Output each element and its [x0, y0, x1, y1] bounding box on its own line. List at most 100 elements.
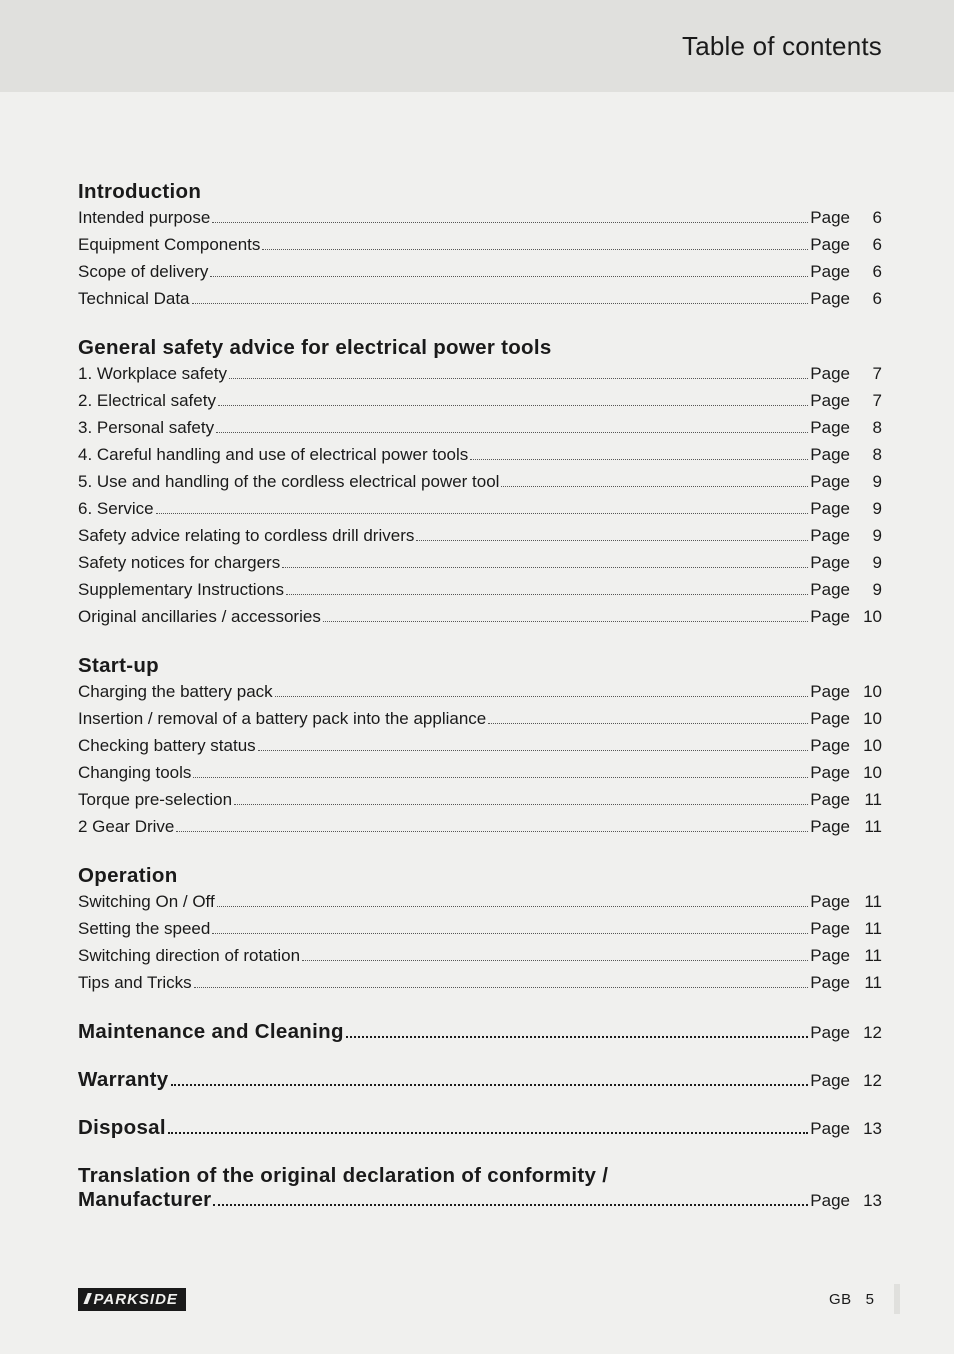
toc-item-label: Checking battery status — [78, 732, 256, 759]
toc-line: Scope of deliveryPage6 — [78, 258, 882, 285]
page-number: 12 — [856, 1071, 882, 1091]
page-word: Page — [810, 468, 850, 495]
page-word: Page — [810, 759, 850, 786]
toc-item-label: Safety advice relating to cordless drill… — [78, 522, 414, 549]
toc-item-label: Original ancillaries / accessories — [78, 603, 321, 630]
page-word: Page — [810, 414, 850, 441]
page-word: Page — [810, 231, 850, 258]
toc-line: Safety advice relating to cordless drill… — [78, 522, 882, 549]
leader-dots — [218, 405, 808, 406]
leader-dots — [488, 723, 808, 724]
footer-page: GB 5 — [829, 1284, 900, 1314]
leader-dots — [323, 621, 808, 622]
leader-dots — [217, 906, 809, 907]
leader-dots — [194, 987, 809, 988]
section-title: Maintenance and Cleaning — [78, 1020, 344, 1044]
page-word: Page — [810, 678, 850, 705]
toc-item-label: 2. Electrical safety — [78, 387, 216, 414]
page-word: Page — [810, 522, 850, 549]
toc-item-label: Equipment Components — [78, 231, 260, 258]
page-number: 8 — [856, 441, 882, 468]
page-number: 10 — [856, 759, 882, 786]
footer-tab-icon — [894, 1284, 900, 1314]
leader-dots — [262, 249, 808, 250]
section-title: Introduction — [78, 180, 882, 204]
toc-line: Switching direction of rotationPage11 — [78, 942, 882, 969]
page-number: 13 — [856, 1119, 882, 1139]
leader-dots — [302, 960, 808, 961]
page-word: Page — [810, 441, 850, 468]
toc-section: DisposalPage13 — [78, 1116, 882, 1140]
toc-line: 2. Electrical safetyPage7 — [78, 387, 882, 414]
leader-dots — [258, 750, 809, 751]
toc-section: Start-upCharging the battery packPage10I… — [78, 654, 882, 840]
toc-section: Maintenance and CleaningPage12 — [78, 1020, 882, 1044]
leader-dots — [192, 303, 809, 304]
toc-line: Setting the speedPage11 — [78, 915, 882, 942]
leader-dots — [212, 933, 808, 934]
brand-badge: /// PARKSIDE — [78, 1288, 186, 1311]
leader-dots — [234, 804, 808, 805]
toc-line: Intended purposePage6 — [78, 204, 882, 231]
toc-line: 3. Personal safety Page8 — [78, 414, 882, 441]
footer-page-number: 5 — [866, 1291, 874, 1308]
toc-item-label: Switching On / Off — [78, 888, 215, 915]
section-title-row: DisposalPage13 — [78, 1116, 882, 1140]
footer: /// PARKSIDE GB 5 — [0, 1284, 954, 1314]
toc-line: Equipment ComponentsPage6 — [78, 231, 882, 258]
toc-line: Torque pre-selectionPage11 — [78, 786, 882, 813]
section-title: Translation of the original declaration … — [78, 1164, 882, 1188]
page-number: 10 — [856, 705, 882, 732]
page-number: 7 — [856, 387, 882, 414]
leader-dots — [286, 594, 808, 595]
toc-line: Charging the battery packPage10 — [78, 678, 882, 705]
page-number: 10 — [856, 732, 882, 759]
toc-content: IntroductionIntended purposePage6Equipme… — [0, 92, 954, 1212]
page-number: 11 — [856, 942, 882, 969]
page-word: Page — [810, 360, 850, 387]
page-number: 10 — [856, 678, 882, 705]
toc-line: Safety notices for chargers Page9 — [78, 549, 882, 576]
page-number: 11 — [856, 915, 882, 942]
toc-item-label: Torque pre-selection — [78, 786, 232, 813]
toc-item-label: Changing tools — [78, 759, 191, 786]
page-number: 8 — [856, 414, 882, 441]
toc-item-label: Scope of delivery — [78, 258, 208, 285]
toc-item-label: 1. Workplace safety — [78, 360, 227, 387]
page-word: Page — [810, 603, 850, 630]
toc-item-label: 3. Personal safety — [78, 414, 214, 441]
toc-line: Switching On / OffPage11 — [78, 888, 882, 915]
leader-dots — [168, 1132, 808, 1134]
page-number: 11 — [856, 888, 882, 915]
page-word: Page — [810, 786, 850, 813]
toc-line: Changing tools Page10 — [78, 759, 882, 786]
toc-section: WarrantyPage12 — [78, 1068, 882, 1092]
leader-dots — [282, 567, 808, 568]
leader-dots — [501, 486, 808, 487]
page-word: Page — [810, 204, 850, 231]
leader-dots — [193, 777, 808, 778]
toc-item-label: Switching direction of rotation — [78, 942, 300, 969]
header-title: Table of contents — [682, 31, 882, 62]
toc-line: Technical DataPage6 — [78, 285, 882, 312]
leader-dots — [213, 1204, 808, 1206]
toc-item-label: Safety notices for chargers — [78, 549, 280, 576]
page-word: Page — [810, 969, 850, 996]
toc-line: 2 Gear DrivePage11 — [78, 813, 882, 840]
section-title-row: ManufacturerPage13 — [78, 1188, 882, 1212]
toc-item-label: Setting the speed — [78, 915, 210, 942]
page-number: 9 — [856, 549, 882, 576]
brand-slashes-icon: /// — [84, 1291, 88, 1308]
toc-section: IntroductionIntended purposePage6Equipme… — [78, 180, 882, 312]
page-number: 10 — [856, 603, 882, 630]
toc-line: 6. ServicePage9 — [78, 495, 882, 522]
leader-dots — [346, 1036, 809, 1038]
toc-line: 4. Careful handling and use of electrica… — [78, 441, 882, 468]
page-word: Page — [810, 549, 850, 576]
toc-item-label: 4. Careful handling and use of electrica… — [78, 441, 468, 468]
page-number: 11 — [856, 813, 882, 840]
page-number: 9 — [856, 522, 882, 549]
toc-item-label: 5. Use and handling of the cordless elec… — [78, 468, 499, 495]
page-number: 11 — [856, 969, 882, 996]
leader-dots — [216, 432, 808, 433]
